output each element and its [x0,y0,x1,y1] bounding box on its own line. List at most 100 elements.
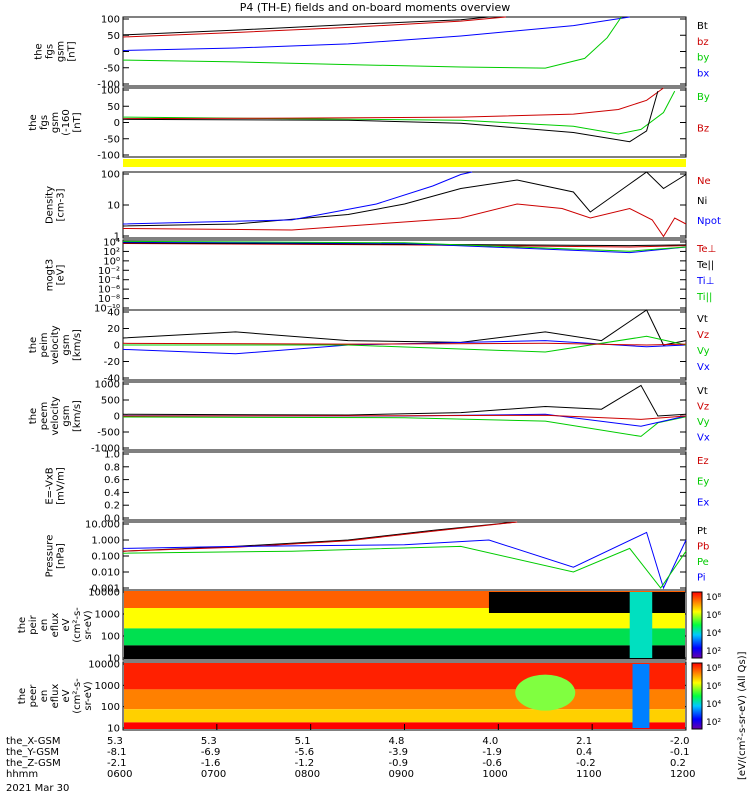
ephemeris-value: -0.6 [482,758,502,769]
fgs-legend-3: bx [697,68,709,79]
ion-spectrogram-ylabel: sr-eV) [83,610,94,639]
ion-spectrogram-band-1 [124,608,685,629]
ion-spectrogram-ylabel: the [17,617,28,633]
ion-velocity-ylabel: peim [39,332,50,357]
ephemeris-value: 5.3 [107,736,123,747]
electron-colorbar-label: 10⁸ [706,664,721,674]
density-series-0 [122,171,687,227]
fgs-gse-legend-0: By [697,92,710,103]
ion-spectrogram-burst [629,592,653,658]
fgs-gse-tick-label: -100 [97,151,120,162]
pressure-tick-label: 10.000 [85,520,120,531]
ephemeris-value: -1.9 [482,747,502,758]
pressure-ylabel: [nPa] [56,543,67,569]
colorbar-label: [eV/(cm²-s-sr-eV) (All Qs)] [737,651,748,780]
ephemeris-value: -2.1 [107,758,127,769]
electron-spectrogram-ylabel: eflux [50,684,61,709]
fgs-tick-label: -100 [97,80,120,91]
e-field-tick-label: 1.0 [104,450,120,461]
ion-velocity-ylabel: [km/s] [72,329,83,361]
temperature-series-2 [122,241,687,254]
temperature-series-1 [122,242,687,247]
pressure-series-1 [122,521,518,552]
fgs-ylabel: [nT] [67,41,78,61]
electron-velocity-legend-3: Vx [697,433,710,444]
density-ylabel: [cm-3] [56,188,67,221]
ion-spectrogram-ylabel: eflux [50,613,61,638]
ion-velocity-tick-label: -40 [104,374,120,385]
ion-velocity-tick-label: 20 [107,324,120,335]
date-label: 2021 Mar 30 [6,783,70,794]
pressure-series-3 [122,545,687,589]
fgs-gse-tick-label: 50 [107,102,120,113]
fgs-series-3 [122,16,622,69]
temperature-tick-label: 10⁻² [98,266,120,277]
ion-velocity-legend-1: Vz [697,330,709,341]
ion-velocity-legend-3: Vx [697,362,710,373]
electron-spectrogram-tick-label: 10000 [88,660,120,671]
fgs-tick-label: 0 [114,47,120,58]
pressure-frame [122,521,687,591]
ephemeris-value: -0.2 [576,758,596,769]
electron-velocity-ylabel: peem [39,402,50,430]
electron-velocity-series-3 [122,414,687,420]
temperature-series-0 [122,243,687,248]
temperature-tick-label: 10⁻⁴ [98,275,120,286]
ephemeris-value: 1200 [670,769,696,780]
ion-velocity-series-2 [123,335,687,353]
ephemeris-value: -1.2 [294,758,315,769]
electron-velocity-tick-label: -1000 [91,444,120,455]
fgs-tick-label: -50 [104,63,120,74]
ephemeris-value: -0.9 [388,758,409,769]
ion-velocity-ylabel: gsm [61,334,72,355]
ion-colorbar-label: 10⁴ [706,629,721,639]
e-field-ylabel: E=-VxB [45,467,56,504]
electron-spectrogram-tick-label: 10 [107,724,120,735]
ion-spectrogram-ylabel: (cm²-s- [72,607,83,643]
fgs-gse-tick-label: 0 [114,118,120,129]
temperature-tick-label: 10⁻¹⁰ [94,304,120,315]
e-field-legend-1: Ey [697,477,709,488]
ephemeris-value: 0800 [294,769,321,780]
temperature-tick-label: 10² [103,247,120,258]
electron-velocity-ylabel: [km/s] [72,400,83,432]
electron-spectrogram-burst [632,664,650,728]
pressure-ylabel: Pressure [45,535,56,578]
fgs-frame [122,16,687,87]
fgs-gse-ylabel: [nT] [72,112,83,132]
ion-spectrogram-band-2 [124,628,685,646]
ephemeris-value: -5.6 [294,747,315,758]
ion-spectrogram-frame [122,589,687,661]
fgs-gse-frame [122,87,687,158]
fgs-ylabel: fgs [45,44,56,59]
electron-spectrogram-ylabel: peer [28,684,39,708]
fgs-tick-label: 50 [107,31,120,42]
ion-velocity-legend-0: Vt [697,314,708,325]
electron-velocity-ylabel: gsm [61,405,72,426]
ephemeris-row-label: the_X-GSM [6,736,61,747]
ephemeris-value: -3.9 [388,747,409,758]
electron-velocity-legend-1: Vz [697,402,709,413]
pressure-series-2 [122,531,687,590]
electron-spectrogram-tick-label: 100 [101,702,120,713]
electron-colorbar-label: 10² [706,718,721,728]
electron-spectrogram-band-1 [124,689,685,710]
density-series-1 [122,171,473,225]
ion-velocity-legend-2: Vy [697,346,710,357]
electron-spectrogram-ylabel: (cm²-s- [72,678,83,714]
ion-velocity-tick-label: -20 [104,357,120,368]
temperature-series-3 [122,240,687,252]
fgs-legend-2: by [697,53,709,64]
electron-velocity-ylabel: velocity [50,396,61,435]
fgs-gse-series-2 [122,90,659,143]
temperature-ylabel: [eV] [56,265,67,286]
ion-spectrogram-mask [488,592,685,613]
ephemeris-value: 4.0 [482,736,499,747]
electron-velocity-tick-label: 0 [114,412,120,423]
ephemeris-value: -6.9 [200,747,221,758]
fgs-gse-tick-label: -50 [104,134,120,145]
pressure-tick-label: 0.100 [91,552,120,563]
ion-velocity-series-1 [122,340,687,355]
figure-title: P4 (TH-E) fields and on-board moments ov… [239,1,511,14]
